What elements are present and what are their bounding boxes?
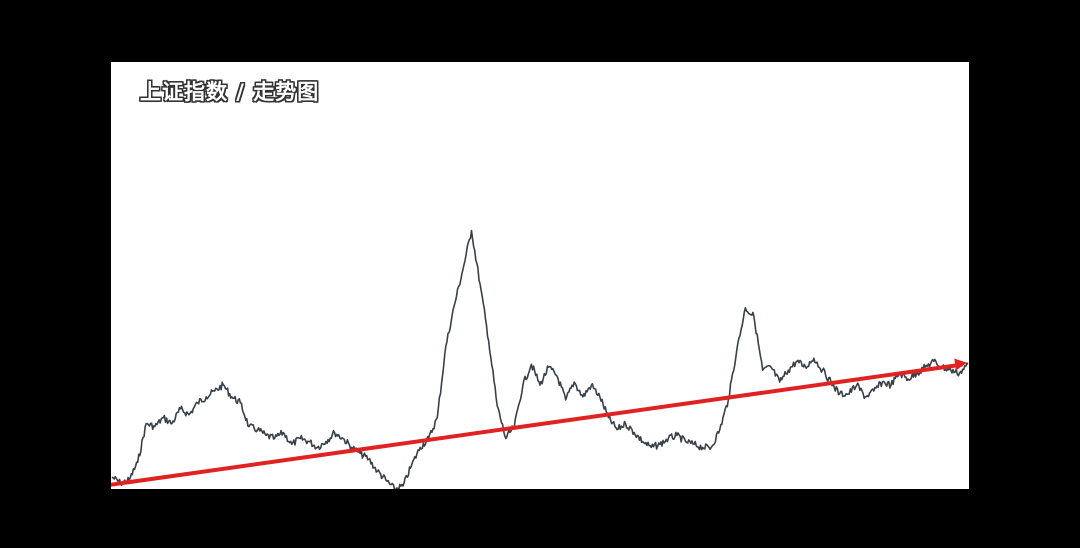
trend-arrow-head	[954, 358, 967, 371]
index-price-line	[111, 229, 969, 489]
trend-arrow-line	[111, 362, 963, 487]
chart-title: 上证指数 / 走势图	[140, 80, 320, 104]
chart-panel: 上证指数 / 走势图	[111, 62, 969, 489]
chart-plot	[111, 229, 969, 489]
